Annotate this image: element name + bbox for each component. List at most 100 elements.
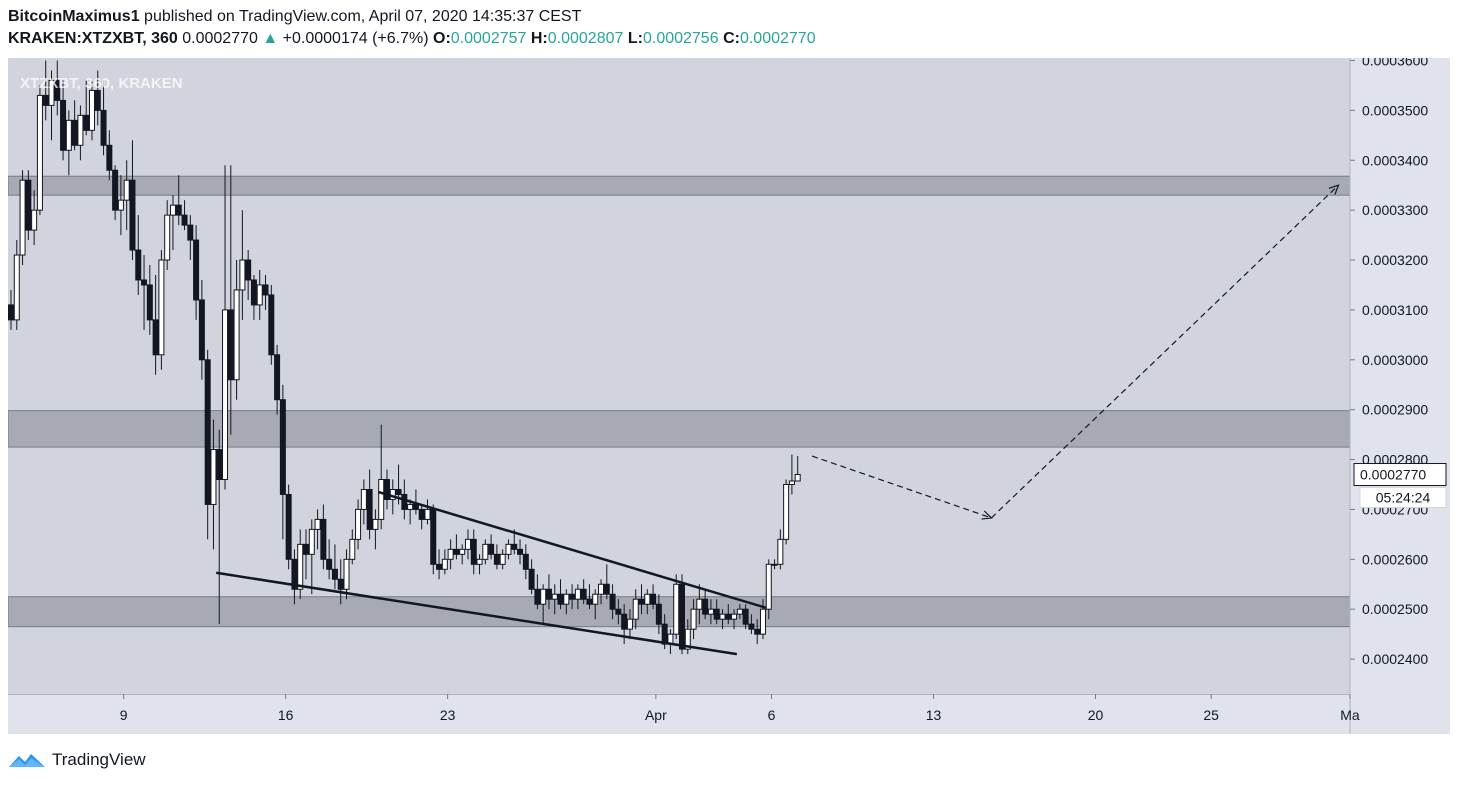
candle-body-19 xyxy=(117,199,124,211)
candle-body-76 xyxy=(447,548,454,560)
y-tick-label: 0.0002600 xyxy=(1362,551,1428,567)
candle-body-64 xyxy=(378,479,385,520)
candle-body-58 xyxy=(343,558,350,590)
candle-body-126 xyxy=(736,608,743,615)
candle-body-69 xyxy=(407,503,414,510)
low-label: L: xyxy=(627,30,643,47)
close-label: C: xyxy=(723,30,740,47)
candle-body-48 xyxy=(285,493,292,560)
author-name[interactable]: BitcoinMaximus1 xyxy=(8,8,140,25)
candle-body-117 xyxy=(684,628,691,650)
candle-body-18 xyxy=(112,169,119,211)
candle-body-116 xyxy=(679,583,685,650)
y-tick-label: 0.0003500 xyxy=(1362,102,1428,118)
candle-body-21 xyxy=(129,179,136,251)
candle-body-119 xyxy=(696,598,703,610)
candle-body-93 xyxy=(545,588,552,600)
x-tick-label: 9 xyxy=(120,707,128,723)
x-tick-label: 16 xyxy=(278,707,294,723)
candle-body-41 xyxy=(245,259,252,281)
candle-body-128 xyxy=(748,623,755,630)
up-triangle-icon: ▲ xyxy=(262,30,279,47)
published-text: published on TradingView.com, April 07, … xyxy=(144,8,582,25)
candle-body-89 xyxy=(522,553,529,570)
drawing-layer xyxy=(216,184,1340,656)
candle-body-90 xyxy=(528,568,535,590)
candle-body-53 xyxy=(314,518,321,530)
candle-body-32 xyxy=(193,239,200,301)
time-axis-background xyxy=(8,694,1350,734)
high-label: H: xyxy=(530,30,548,47)
candle-body-4 xyxy=(31,209,38,231)
y-tick-label: 0.0003200 xyxy=(1362,252,1428,268)
candle-body-31 xyxy=(187,224,194,241)
candle-body-6 xyxy=(42,94,49,106)
tradingview-logo-icon[interactable] xyxy=(8,750,46,770)
candlestick-series xyxy=(8,60,801,655)
x-tick-label: Ma xyxy=(1340,707,1360,723)
candle-body-56 xyxy=(331,568,338,580)
candle-body-107 xyxy=(626,618,633,630)
candle-body-118 xyxy=(690,608,697,630)
candle-body-81 xyxy=(476,558,483,565)
candle-body-67 xyxy=(395,488,402,495)
candle-body-29 xyxy=(175,204,182,216)
y-tick-label: 0.0003300 xyxy=(1362,202,1428,218)
candle-body-60 xyxy=(355,508,362,540)
open-label: O: xyxy=(433,30,451,47)
candle-body-127 xyxy=(742,608,749,625)
low-value: 0.0002756 xyxy=(642,30,719,47)
candle-body-25 xyxy=(152,319,159,356)
candle-body-85 xyxy=(499,553,506,565)
candle-body-13 xyxy=(83,114,90,131)
candle-body-83 xyxy=(488,543,495,555)
candle-body-98 xyxy=(574,588,581,600)
candle-body-72 xyxy=(424,508,431,520)
candle-body-103 xyxy=(603,583,610,595)
x-tick-label: Apr xyxy=(645,707,667,723)
candle-body-95 xyxy=(557,593,564,605)
candle-body-46 xyxy=(274,354,281,401)
tradingview-brand[interactable]: TradingView xyxy=(52,750,146,769)
candle-body-70 xyxy=(412,503,419,510)
candle-body-75 xyxy=(441,558,448,570)
y-tick-label: 0.0002900 xyxy=(1362,402,1428,418)
candle-body-49 xyxy=(291,558,298,590)
high-value: 0.0002807 xyxy=(547,30,624,47)
time-axis[interactable]: 9 16 23 Apr 6 13 20 25 Ma xyxy=(120,694,1360,723)
candle-body-86 xyxy=(505,543,512,555)
price-chart[interactable]: XTZXBT, 360, KRAKEN 0.0003600 0.0003500 0.… xyxy=(8,58,1450,734)
candle-body-88 xyxy=(517,548,524,555)
candle-body-133 xyxy=(777,538,784,565)
price-axis-background xyxy=(1350,58,1450,734)
candle-body-16 xyxy=(100,109,107,146)
x-tick-label: 25 xyxy=(1203,707,1219,723)
candle-body-110 xyxy=(644,593,651,605)
candle-body-82 xyxy=(482,543,489,560)
candle-body-115 xyxy=(673,583,680,635)
candle-body-129 xyxy=(754,628,761,635)
candle-body-99 xyxy=(580,588,587,600)
candle-body-68 xyxy=(401,493,408,510)
candle-body-39 xyxy=(233,289,240,381)
price-labels: 0.0002770 05:24:24 xyxy=(1353,463,1447,509)
last-price-label: 0.0002770 xyxy=(1360,467,1426,483)
candle-body-47 xyxy=(279,399,286,495)
candle-body-3 xyxy=(25,179,32,231)
candle-body-17 xyxy=(106,144,113,171)
chart-watermark: XTZXBT, 360, KRAKEN xyxy=(20,75,183,92)
candle-body-37 xyxy=(222,309,229,481)
projection-arrowhead-1 xyxy=(1328,184,1340,195)
candle-body-5 xyxy=(36,94,43,211)
candle-body-62 xyxy=(366,488,373,530)
countdown-label: 05:24:24 xyxy=(1376,490,1431,506)
candle-body-106 xyxy=(621,613,628,630)
candle-body-132 xyxy=(771,563,778,566)
candle-body-22 xyxy=(135,249,142,281)
candle-body-101 xyxy=(592,593,599,605)
last-price-box xyxy=(1353,463,1447,487)
x-tick-label: 23 xyxy=(440,707,456,723)
candle-body-112 xyxy=(655,603,662,625)
candle-body-51 xyxy=(303,543,310,555)
candle-body-59 xyxy=(349,538,356,560)
